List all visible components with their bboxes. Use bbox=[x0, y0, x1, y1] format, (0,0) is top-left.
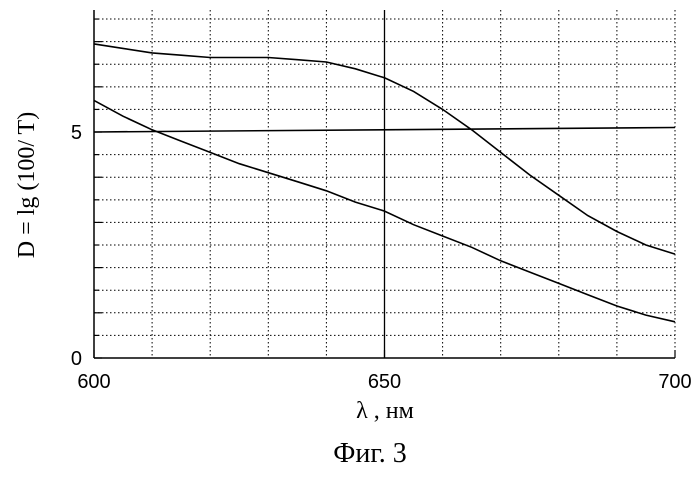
figure-caption: Фиг. 3 bbox=[333, 438, 406, 469]
y-axis-label: D = lg (100/ T) bbox=[14, 112, 40, 258]
x-tick-label: 600 bbox=[77, 371, 110, 393]
y-tick-label: 0 bbox=[71, 348, 82, 370]
grid bbox=[94, 10, 675, 358]
y-tick-label: 5 bbox=[71, 122, 82, 144]
x-tick-label: 700 bbox=[658, 371, 691, 393]
x-axis-label: λ , нм bbox=[356, 398, 414, 424]
tick-labels: 600 650 700 0 5 bbox=[71, 122, 692, 393]
x-tick-label: 650 bbox=[368, 371, 401, 393]
